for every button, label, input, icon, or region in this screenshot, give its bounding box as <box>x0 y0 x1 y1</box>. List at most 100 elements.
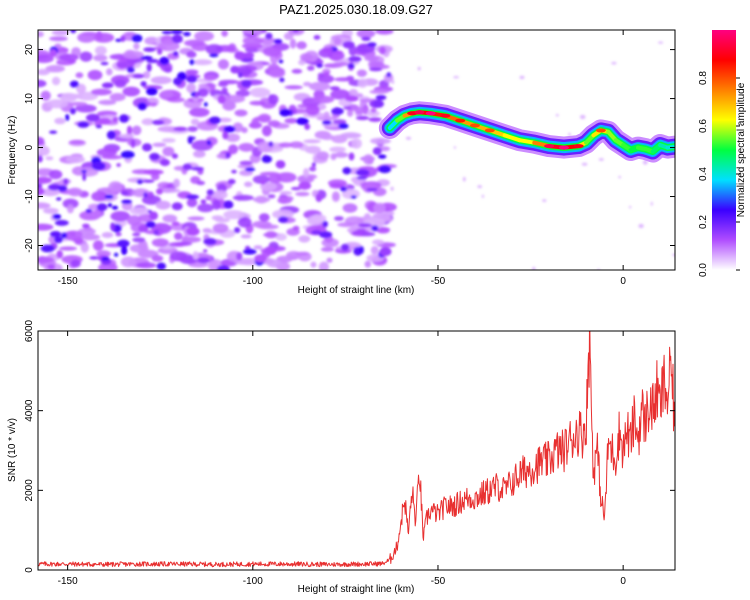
top-x-axis-label: Height of straight line (km) <box>298 285 415 296</box>
noise-blob <box>99 117 111 125</box>
noise-blob <box>611 61 617 65</box>
noise-blob <box>618 175 621 179</box>
bottom-y-tick-label: 2000 <box>24 479 35 502</box>
bottom-x-tick-label: 0 <box>620 576 626 587</box>
noise-blob <box>318 261 329 270</box>
noise-blob <box>261 125 272 137</box>
noise-blob <box>158 188 181 193</box>
noise-blob <box>213 190 228 200</box>
noise-blob <box>205 195 212 201</box>
noise-blob <box>370 137 391 145</box>
noise-blob <box>143 169 164 176</box>
noise-blob <box>319 231 333 239</box>
noise-blob <box>146 87 158 96</box>
noise-blob <box>197 88 209 98</box>
noise-blob <box>320 134 335 141</box>
ridge-peak <box>414 110 425 115</box>
noise-blob <box>87 69 103 81</box>
noise-blob <box>70 30 77 34</box>
noise-blob <box>657 41 664 44</box>
noise-blob <box>158 41 180 52</box>
noise-blob <box>332 61 348 67</box>
noise-blob <box>77 228 96 235</box>
noise-blob <box>101 82 114 89</box>
noise-blob <box>136 179 143 185</box>
noise-blob <box>132 232 141 237</box>
noise-blob <box>241 79 252 88</box>
noise-blob <box>244 181 253 188</box>
noise-blob <box>206 189 214 196</box>
noise-blob <box>307 65 315 71</box>
noise-blob <box>237 216 252 228</box>
noise-blob <box>115 38 122 42</box>
colorbar: 0.0 0.2 0.4 0.6 0.8 Normalized spectral ampl… <box>698 30 747 277</box>
noise-blob <box>65 155 85 164</box>
noise-blob <box>453 146 457 149</box>
noise-blob <box>126 66 135 73</box>
noise-blob <box>278 142 293 148</box>
noise-blob <box>298 59 306 66</box>
bottom-y-axis: 0 2000 4000 6000 <box>24 319 675 573</box>
noise-blob <box>132 125 142 136</box>
noise-blob <box>200 199 207 204</box>
noise-blob <box>642 160 648 165</box>
noise-blob <box>141 195 162 205</box>
noise-blob <box>350 195 357 199</box>
noise-blob <box>192 251 199 260</box>
noise-blob <box>126 125 133 135</box>
ridge-peak <box>573 144 584 149</box>
noise-blob <box>345 95 359 102</box>
noise-blob <box>143 47 156 52</box>
noise-blob <box>347 63 355 69</box>
noise-blob <box>378 154 387 159</box>
noise-blob <box>155 200 171 210</box>
noise-blob <box>348 56 362 63</box>
noise-blob <box>288 30 305 36</box>
noise-blob <box>316 63 323 68</box>
noise-blob <box>89 256 99 260</box>
noise-blob <box>45 156 54 161</box>
noise-blob <box>342 41 355 49</box>
noise-blob <box>82 223 90 229</box>
noise-blob <box>300 53 313 62</box>
noise-blob <box>223 200 234 209</box>
noise-blob <box>56 250 63 259</box>
noise-blob <box>292 225 300 231</box>
noise-blob <box>157 126 179 133</box>
noise-blob <box>315 193 323 202</box>
noise-blob <box>333 37 342 46</box>
noise-blob <box>153 229 160 236</box>
noise-blob <box>276 172 297 183</box>
noise-blob <box>249 87 271 98</box>
noise-blob <box>222 101 236 111</box>
noise-blob <box>67 187 83 197</box>
noise-blob <box>367 156 374 165</box>
noise-blob <box>98 262 118 270</box>
noise-blob <box>235 89 251 97</box>
noise-blob <box>340 243 350 251</box>
noise-blob <box>133 42 140 50</box>
spectrogram-frame <box>37 29 676 271</box>
noise-blob <box>221 30 229 37</box>
top-y-tick-label: -20 <box>24 238 35 253</box>
noise-blob <box>206 140 212 146</box>
noise-blob <box>215 218 231 223</box>
noise-blob <box>462 176 466 182</box>
noise-blob <box>477 185 483 189</box>
noise-blob <box>519 75 525 80</box>
ridge-peak <box>470 123 480 128</box>
noise-blob <box>234 109 248 117</box>
noise-blob <box>322 120 332 125</box>
noise-blob <box>54 236 63 244</box>
noise-blob <box>173 178 181 188</box>
noise-blob <box>171 34 183 44</box>
noise-blob <box>38 145 50 156</box>
ridge-peak <box>440 113 451 118</box>
ridge-peak <box>558 145 569 150</box>
noise-blob <box>542 199 547 202</box>
noise-blob <box>58 53 79 62</box>
colorbar-tick-label: 0.8 <box>698 71 709 85</box>
colorbar-tick-label: 0.6 <box>698 119 709 133</box>
noise-blob <box>240 234 252 239</box>
ridge <box>378 101 675 163</box>
